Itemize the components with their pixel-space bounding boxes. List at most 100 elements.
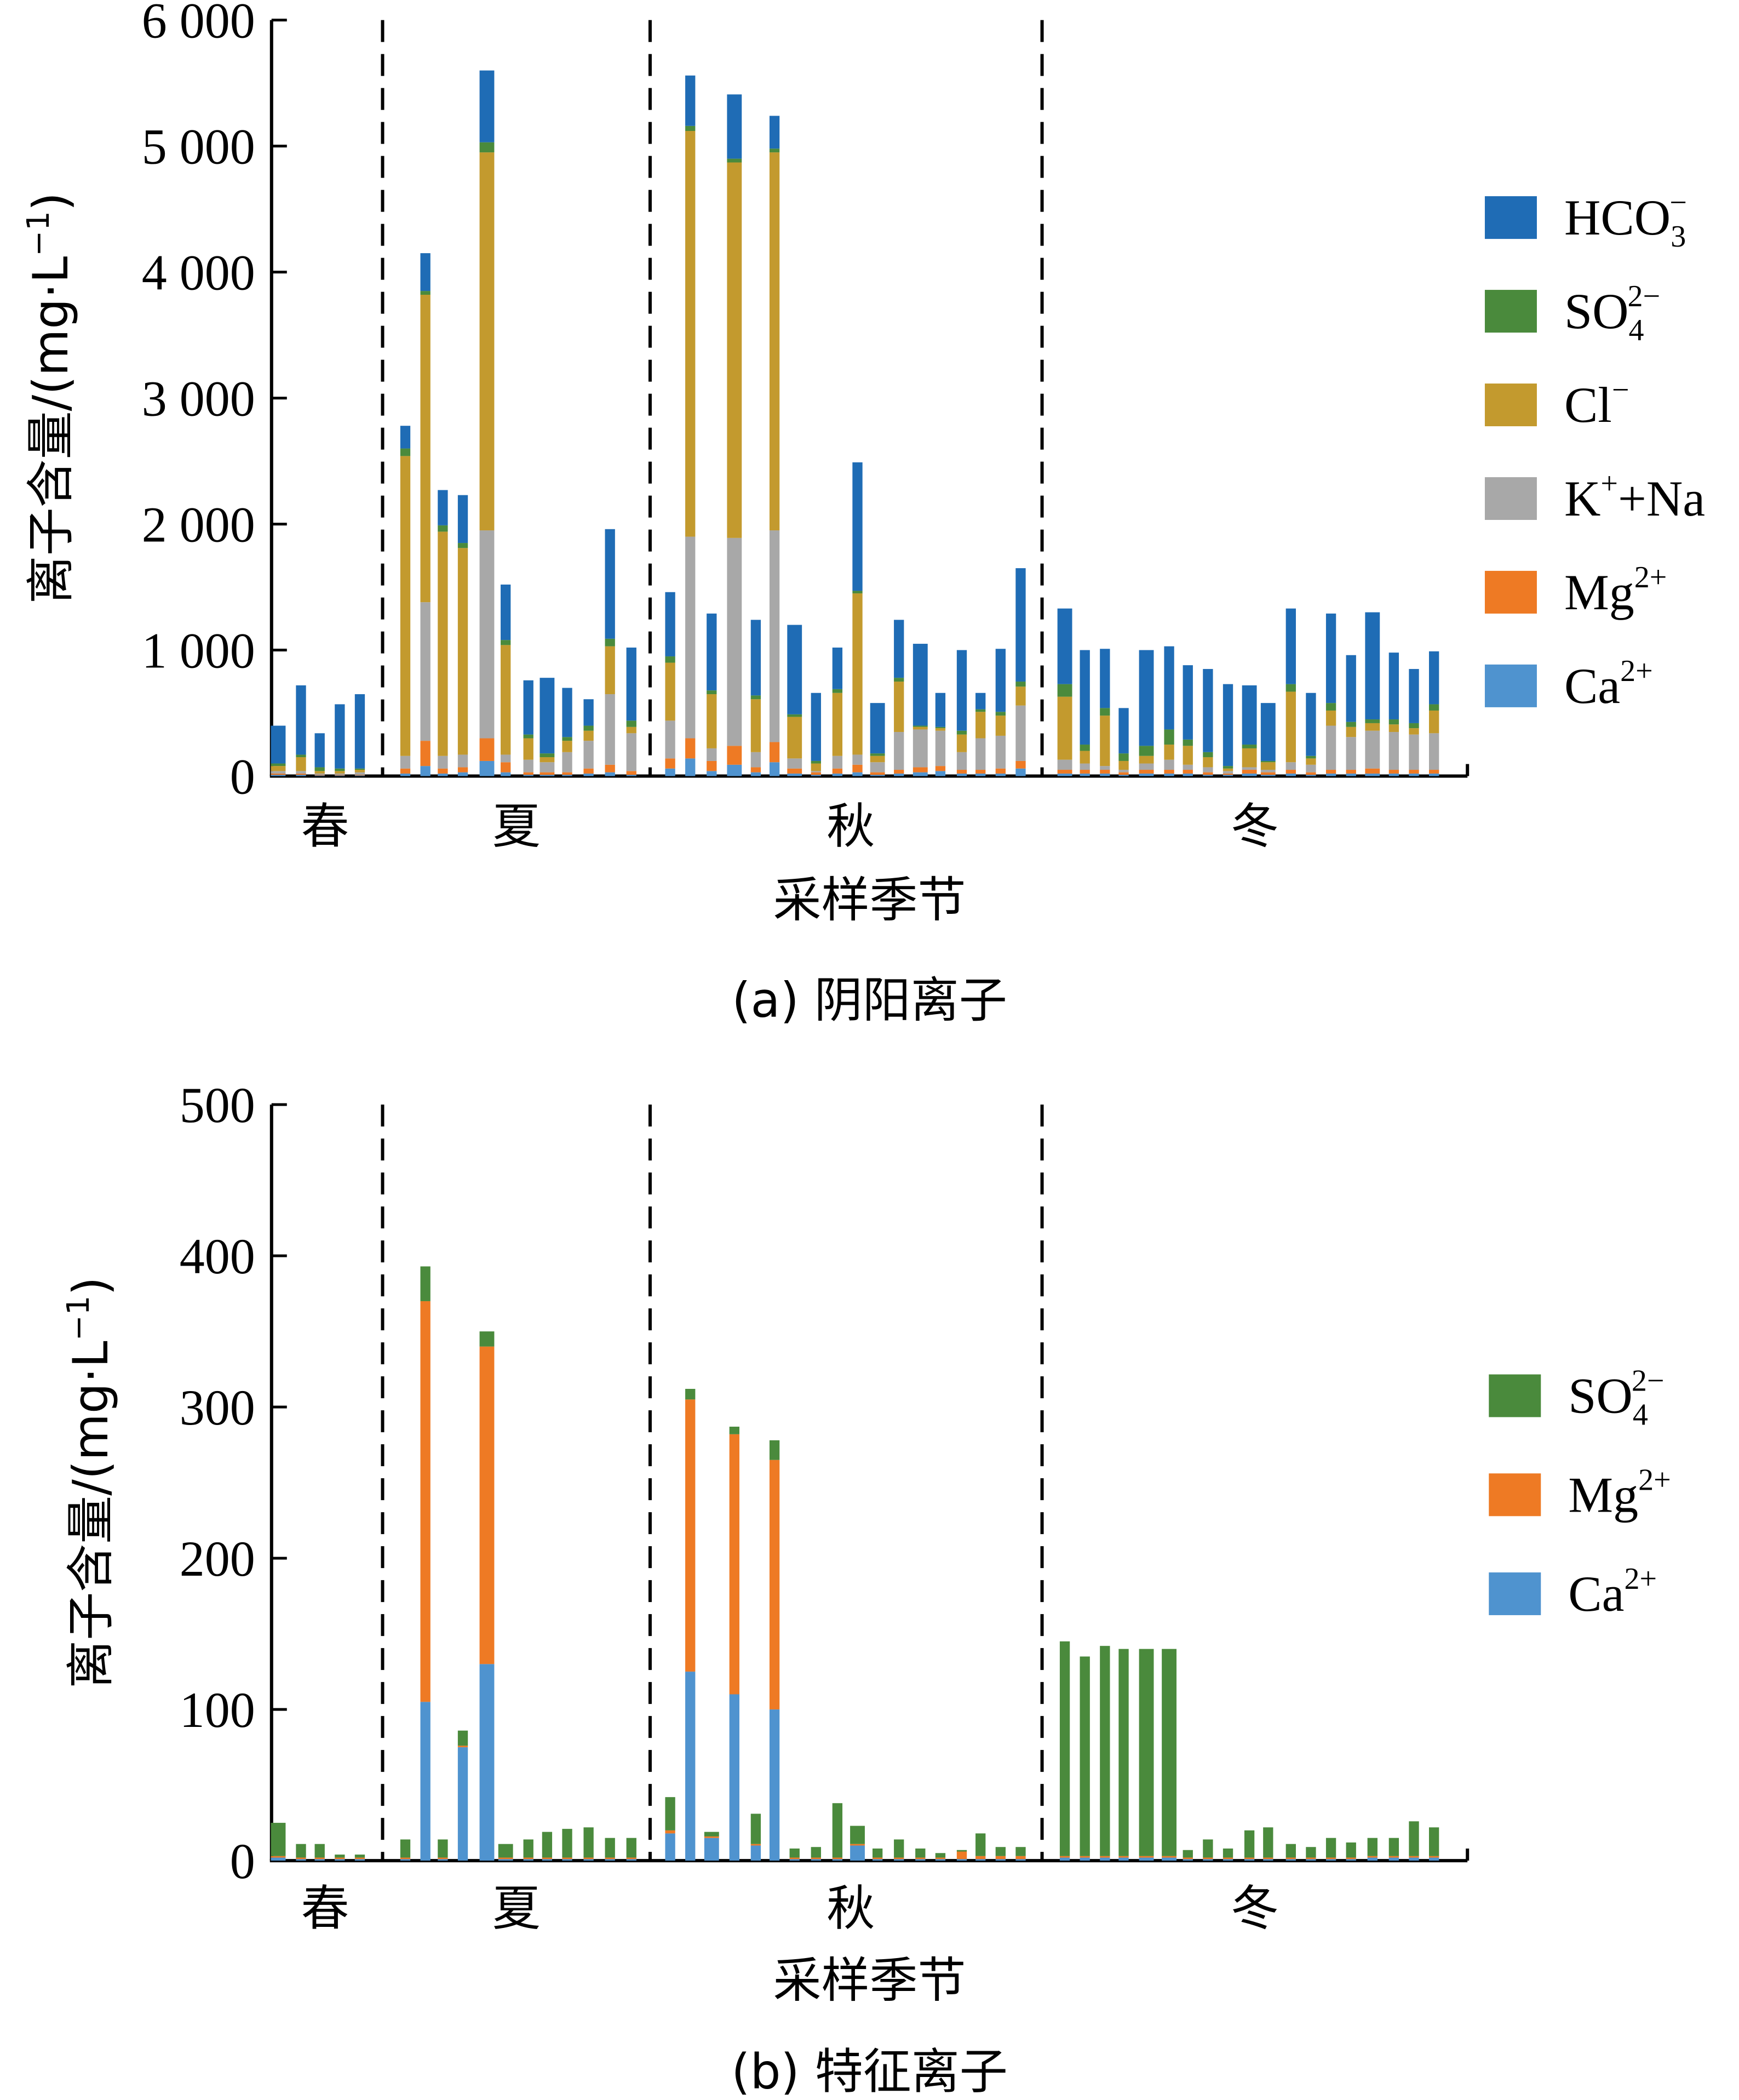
bar-segment-HCO3	[540, 678, 555, 754]
bar-segment-Mg2	[811, 1857, 821, 1859]
bar-segment-SO42	[1223, 766, 1233, 769]
bar-segment-SO42	[1388, 1838, 1399, 1856]
bar-segment-Mg2	[296, 773, 306, 775]
bar-segment-SO42	[1015, 682, 1026, 687]
bar-segment-SO42	[832, 1803, 843, 1858]
bar-segment-Ca2	[1367, 1857, 1378, 1861]
bar-segment-Mg2	[1164, 770, 1174, 774]
bar-segment-HCO3	[438, 490, 448, 525]
bar-segment-SO42	[850, 1826, 865, 1844]
bar-stack	[626, 1838, 636, 1861]
bar-segment-Mg2	[850, 1844, 865, 1846]
bar-segment-KNa	[665, 720, 675, 759]
bar-segment-Mg2	[314, 1857, 325, 1859]
bar-segment-Mg2	[479, 738, 495, 761]
bar-segment-Mg2	[1242, 770, 1257, 774]
bar-segment-HCO3	[956, 650, 967, 731]
bar-segment-Mg2	[523, 772, 533, 775]
bar-stack	[1100, 649, 1110, 776]
bar-segment-Mg2	[1428, 770, 1439, 774]
bar-segment-Cl	[1139, 756, 1154, 764]
bar-segment-SO42	[1242, 745, 1257, 748]
bar-stack	[707, 613, 717, 776]
bar-segment-Ca2	[583, 1859, 594, 1861]
bar-segment-Cl	[438, 531, 448, 756]
bar-segment-SO42	[769, 148, 780, 153]
bar-stack	[872, 1848, 883, 1861]
bar-segment-Ca2	[1365, 773, 1380, 776]
bar-stack	[605, 529, 615, 776]
y-tick-label: 200	[180, 1531, 255, 1587]
bar-segment-KNa	[457, 754, 468, 768]
bar-stack	[852, 462, 863, 776]
bar-segment-SO42	[354, 1855, 365, 1858]
bar-segment-Ca2	[727, 764, 742, 776]
legend-swatch	[1489, 1572, 1541, 1616]
bar-segment-Cl	[1346, 726, 1356, 737]
bar-stack	[750, 620, 761, 776]
x-axis-title: 采样季节	[773, 1952, 966, 2009]
bar-stack	[1015, 568, 1026, 776]
bar-segment-Ca2	[335, 1859, 345, 1861]
bar-segment-SO42	[1306, 1847, 1316, 1858]
bar-segment-Cl	[1100, 716, 1110, 766]
bar-segment-Mg2	[894, 770, 904, 774]
bar-segment-Mg2	[665, 1830, 675, 1834]
bar-stack	[912, 644, 928, 776]
bar-segment-Ca2	[335, 775, 345, 776]
bar-segment-Mg2	[665, 758, 675, 769]
bar-segment-Mg2	[457, 1746, 468, 1748]
bar-segment-Ca2	[1325, 773, 1336, 776]
bar-stack	[1325, 613, 1336, 776]
bar-segment-SO42	[956, 1850, 967, 1852]
bar-segment-Mg2	[1203, 772, 1213, 775]
bar-segment-KNa	[1306, 764, 1316, 773]
y-tick-label: 2 000	[142, 497, 255, 553]
bar-stack	[1015, 1847, 1026, 1861]
bar-segment-Mg2	[562, 772, 572, 775]
bar-segment-Cl	[995, 716, 1006, 736]
bar-stack	[1285, 1844, 1296, 1861]
bar-segment-Ca2	[420, 1702, 431, 1861]
bar-segment-KNa	[1325, 725, 1336, 770]
bar-segment-Cl	[1242, 748, 1257, 768]
bar-stack	[995, 649, 1006, 776]
bar-stack	[479, 1331, 495, 1861]
bar-segment-KNa	[1118, 770, 1129, 773]
bar-segment-Ca2	[605, 1859, 615, 1861]
bar-segment-Mg2	[1080, 1856, 1090, 1858]
bar-segment-KNa	[1285, 762, 1296, 770]
bar-segment-Ca2	[935, 1859, 946, 1861]
bar-segment-KNa	[1080, 763, 1090, 770]
bar-stack	[400, 426, 411, 776]
bar-segment-SO42	[271, 763, 286, 766]
legend-label: Mg2+	[1568, 1463, 1671, 1523]
bar-segment-Mg2	[1223, 1857, 1233, 1859]
bar-segment-SO42	[1325, 703, 1336, 711]
bar-segment-SO42	[707, 690, 717, 695]
bar-segment-Mg2	[1263, 1857, 1273, 1859]
bar-segment-Ca2	[1162, 1857, 1177, 1861]
bar-stack	[400, 1839, 411, 1861]
bar-stack	[685, 75, 696, 776]
bar-stack	[1306, 693, 1316, 776]
bar-segment-Cl	[1080, 751, 1090, 764]
bar-segment-Mg2	[975, 1856, 986, 1859]
bar-stack	[1080, 1656, 1090, 1861]
bar-segment-Cl	[420, 294, 431, 603]
bar-segment-SO42	[400, 1839, 411, 1858]
bar-segment-Mg2	[811, 772, 821, 775]
bar-segment-Ca2	[750, 772, 761, 776]
bar-segment-KNa	[811, 771, 821, 773]
x-tick-label-season: 秋	[827, 798, 875, 855]
bar-segment-SO42	[1428, 1827, 1439, 1856]
bar-segment-SO42	[665, 1797, 675, 1830]
bar-stack	[335, 704, 345, 776]
legend-label: Ca2+	[1564, 654, 1653, 714]
x-tick-label-season: 夏	[492, 1880, 541, 1936]
bar-segment-Mg2	[420, 1301, 431, 1702]
bar-stack	[438, 490, 448, 776]
bar-segment-Ca2	[850, 1845, 865, 1861]
bar-segment-SO42	[787, 714, 802, 717]
